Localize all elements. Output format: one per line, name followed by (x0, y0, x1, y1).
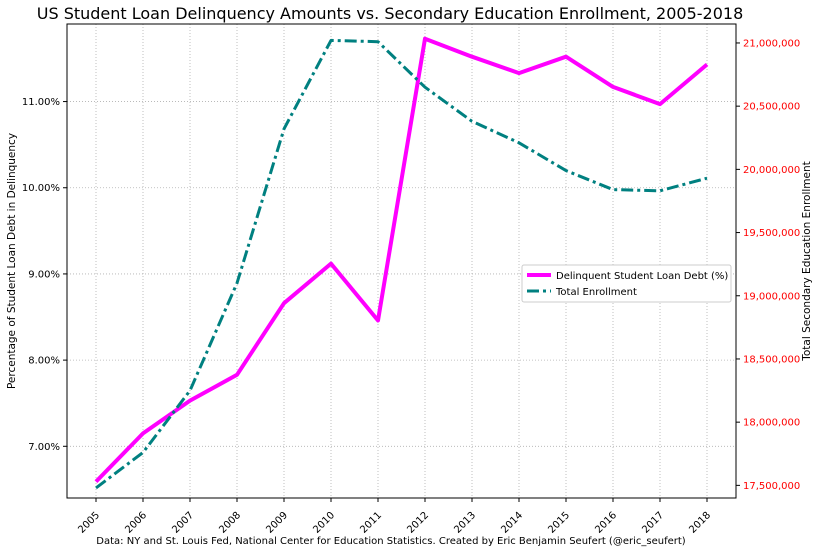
y-left-tick-label: 10.00% (22, 183, 60, 194)
y-right-tick-label: 18,000,000 (743, 418, 800, 429)
y-left-tick-label: 7.00% (28, 442, 60, 453)
source-note: Data: NY and St. Louis Fed, National Cen… (96, 536, 685, 547)
series-lines (94, 36, 709, 490)
plot-frame (66, 23, 737, 499)
x-tick-label: 2006 (123, 510, 149, 536)
x-tick-label: 2009 (264, 510, 290, 536)
gridlines (67, 24, 736, 498)
series-line-delinquency (94, 36, 709, 483)
y-right-tick-label: 19,500,000 (743, 228, 800, 239)
legend-box (521, 264, 732, 303)
x-tick-label: 2015 (546, 510, 572, 536)
x-tick-label: 2008 (217, 510, 243, 536)
x-tick-label: 2017 (640, 510, 666, 536)
y-right-tick-label: 21,000,000 (743, 38, 800, 49)
y-right-tick-label: 19,000,000 (743, 291, 800, 302)
chart-title: US Student Loan Delinquency Amounts vs. … (37, 4, 744, 23)
series-line-enrollment (95, 38, 708, 490)
x-tick-label: 2018 (687, 510, 713, 536)
x-axis: 2005 2006 2007 2008 2009 2010 2011 2012 2013 2014… (76, 498, 713, 536)
y-right-tick-label: 18,500,000 (743, 354, 800, 365)
legend-label-delinquency: Delinquent Student Loan Debt (%) (556, 271, 728, 282)
y-right-tick-label: 20,000,000 (743, 165, 800, 176)
legend: Delinquent Student Loan Debt (%) Total E… (521, 264, 732, 303)
y-left-tick-label: 8.00% (28, 356, 60, 367)
x-tick-label: 2005 (76, 510, 102, 536)
y-right-tick-label: 20,500,000 (743, 102, 800, 113)
x-tick-label: 2010 (311, 510, 337, 536)
x-tick-label: 2013 (452, 510, 478, 536)
x-tick-label: 2007 (170, 510, 196, 536)
y-right-tick-label: 17,500,000 (743, 481, 800, 492)
y-left-tick-label: 9.00% (28, 269, 60, 280)
y-axis-right: 17,500,000 18,000,000 18,500,000 19,000,000… (736, 38, 800, 492)
x-tick-label: 2012 (405, 510, 431, 536)
y-axis-left-label: Percentage of Student Loan Debt in Delin… (6, 133, 18, 389)
x-tick-label: 2016 (593, 510, 619, 536)
y-left-tick-label: 11.00% (22, 97, 60, 108)
y-axis-left: 7.00% 8.00% 9.00% 10.00% 11.00% (22, 97, 67, 453)
x-tick-label: 2014 (499, 510, 525, 536)
x-tick-label: 2011 (358, 510, 384, 536)
legend-label-enrollment: Total Enrollment (555, 287, 637, 298)
y-axis-right-label: Total Secondary Education Enrollment (801, 161, 813, 362)
